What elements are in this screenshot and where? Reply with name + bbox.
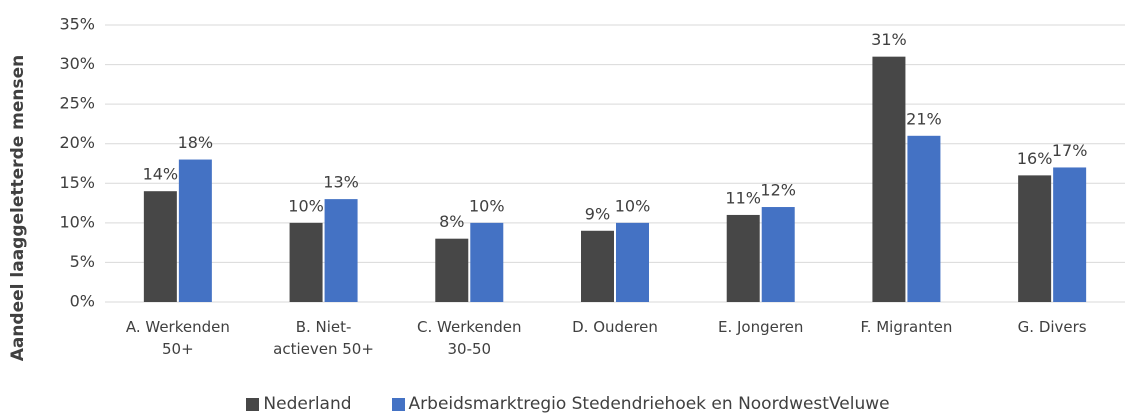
legend-label: Nederland [263,394,352,414]
data-label: 21% [906,109,942,128]
bar [178,159,212,302]
bar [1018,175,1052,302]
data-label: 9% [585,204,610,223]
y-tick-label: 15% [59,173,95,192]
x-tick-label: D. Ouderen [572,318,658,336]
bar [435,238,469,302]
bar [143,191,177,302]
y-tick-label: 35% [59,15,95,34]
legend-swatch [391,397,405,411]
bar [289,222,323,302]
bar [872,56,906,303]
legend-item: Nederland [246,394,352,414]
legend-swatch [246,397,260,411]
bar [581,230,614,302]
data-label: 16% [1017,149,1053,168]
data-label: 13% [323,173,359,192]
x-tick-label: G. Divers [1017,318,1087,336]
y-tick-label: 10% [59,212,95,231]
data-label: 31% [871,30,907,49]
y-tick-label: 0% [70,292,95,311]
legend-label: Arbeidsmarktregio Stedendriehoek en Noor… [408,394,890,414]
y-tick-label: 25% [59,94,95,113]
data-label: 8% [439,212,464,231]
bar [616,222,649,302]
bar [470,222,504,302]
data-label: 14% [143,165,179,184]
y-tick-label: 20% [59,133,95,152]
bar [761,207,795,302]
data-label: 17% [1052,141,1088,160]
y-axis-title: Aandeel laaggeletterde mensen [8,54,28,362]
legend-item: Arbeidsmarktregio Stedendriehoek en Noor… [391,394,890,414]
x-tick-label: A. Werkenden 50+ [125,318,230,358]
bar [1053,167,1087,302]
data-label: 12% [760,181,796,200]
data-label: 11% [725,188,761,207]
y-tick-label: 5% [70,252,95,271]
x-tick-label: B. Niet-actieven 50+ [273,318,374,358]
data-label: 10% [469,196,505,215]
bar [726,214,760,302]
bar [907,135,941,302]
y-tick-label: 30% [59,54,95,73]
data-label: 10% [615,196,651,215]
bar [324,199,358,302]
legend: Nederland Arbeidsmarktregio Stedendriehoe… [0,394,1136,414]
data-label: 10% [288,196,324,215]
x-tick-label: F. Migranten [860,318,953,336]
x-tick-label: E. Jongeren [717,318,804,336]
data-label: 18% [178,133,214,152]
x-tick-label: C. Werkenden 30-50 [417,318,522,358]
